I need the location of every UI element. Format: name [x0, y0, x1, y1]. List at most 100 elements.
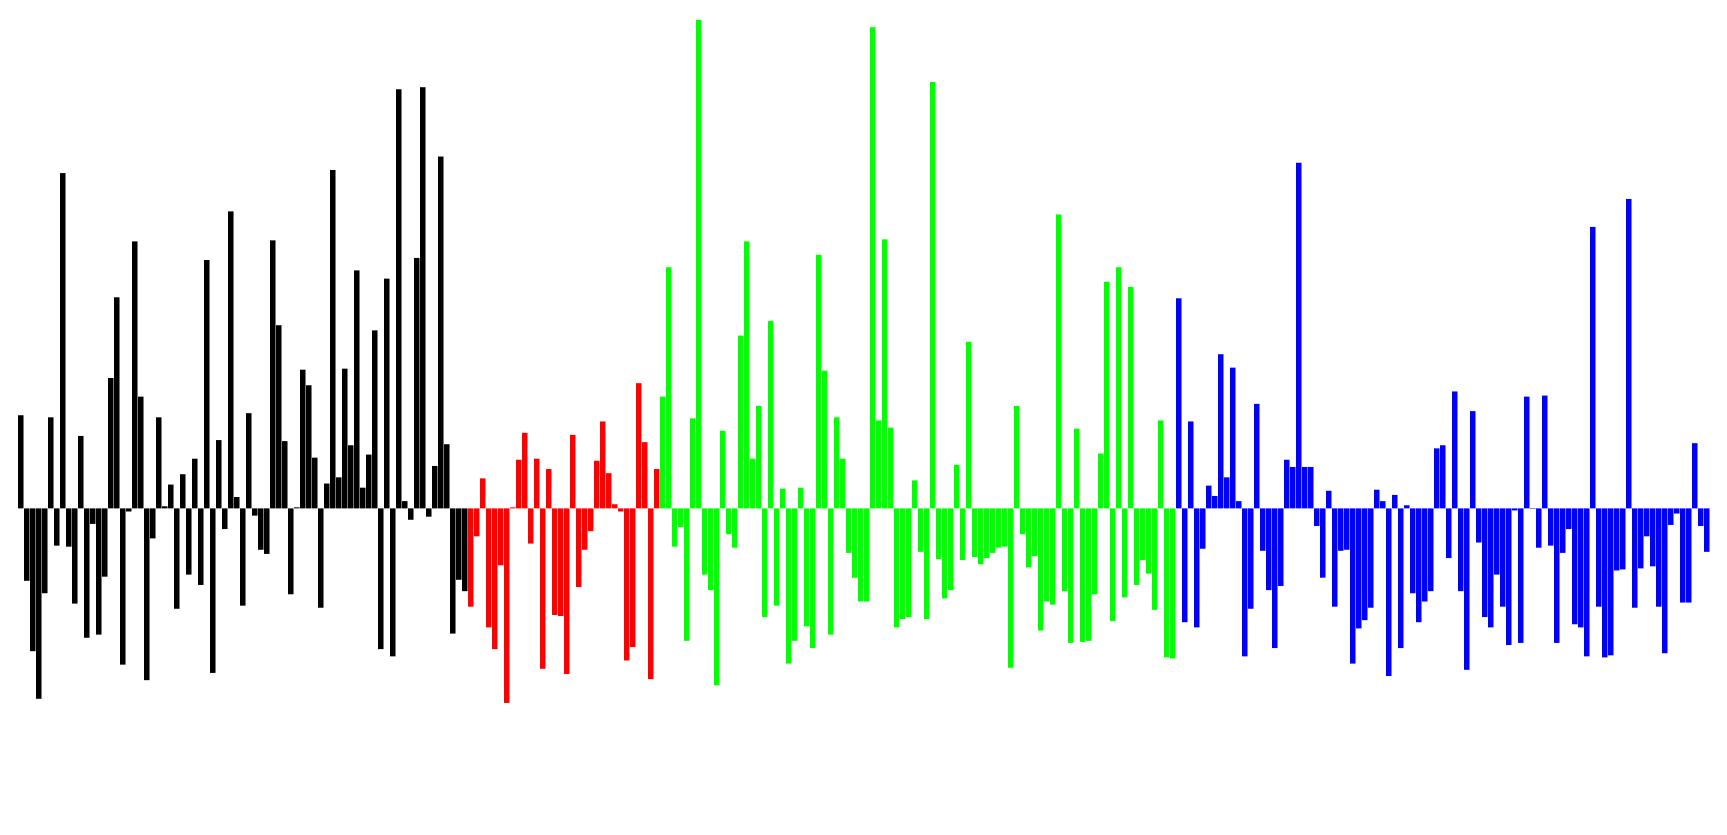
bar-s3-59 [1008, 508, 1014, 668]
bar-s4-63 [1548, 508, 1554, 546]
bar-s3-72 [1086, 508, 1092, 641]
bar-s1-55 [342, 368, 348, 509]
bar-s4-89 [1704, 508, 1710, 552]
bar-s3-73 [1092, 508, 1098, 595]
bar-s1-52 [324, 483, 330, 509]
bar-s3-62 [1026, 508, 1032, 568]
bar-s4-11 [1236, 501, 1242, 509]
bar-s2-3 [480, 478, 486, 509]
bar-s2-25 [612, 504, 618, 509]
bar-s4-7 [1212, 495, 1218, 509]
bar-s1-6 [48, 417, 54, 509]
bar-s1-5 [42, 508, 48, 594]
bar-s3-14 [738, 335, 744, 509]
bar-s3-80 [1134, 508, 1140, 585]
bar-s3-12 [726, 508, 732, 535]
bar-s4-56 [1506, 508, 1512, 645]
bar-s1-37 [234, 497, 240, 509]
bar-s4-73 [1608, 508, 1614, 656]
bar-s1-61 [378, 508, 384, 650]
bar-s1-28 [180, 474, 186, 509]
bar-s4-83 [1668, 508, 1674, 525]
bar-s1-60 [372, 330, 378, 509]
bar-s2-9 [516, 459, 522, 509]
bar-s4-26 [1326, 490, 1332, 509]
bar-s3-54 [978, 508, 984, 565]
bar-s4-33 [1368, 508, 1374, 608]
bar-s4-53 [1488, 508, 1494, 628]
bar-s1-9 [66, 508, 72, 547]
bar-s1-51 [318, 508, 324, 608]
bar-s1-50 [312, 457, 318, 509]
bar-s1-22 [144, 508, 150, 681]
bar-s1-29 [186, 508, 192, 575]
bar-s3-74 [1098, 453, 1104, 509]
bar-s3-86 [1170, 508, 1176, 659]
bar-s4-50 [1470, 411, 1476, 509]
bar-s2-8 [510, 507, 516, 509]
bar-s2-12 [534, 458, 540, 509]
bar-s1-16 [108, 377, 114, 509]
bar-s2-16 [558, 508, 564, 616]
bar-s1-59 [366, 454, 372, 509]
bar-s1-73 [450, 508, 456, 634]
bar-s3-53 [972, 508, 978, 558]
bar-s4-74 [1614, 508, 1620, 571]
bar-s1-57 [354, 270, 360, 509]
bar-s1-42 [264, 508, 270, 554]
bar-s3-32 [846, 508, 852, 553]
bar-s3-40 [894, 508, 900, 628]
bar-s1-47 [294, 507, 300, 509]
bar-s4-35 [1380, 501, 1386, 509]
bar-s1-17 [114, 297, 120, 509]
bar-s4-87 [1692, 443, 1698, 509]
bar-s4-88 [1698, 508, 1704, 526]
bar-s4-37 [1392, 494, 1398, 509]
bar-s3-18 [762, 508, 768, 618]
bar-s3-83 [1152, 508, 1158, 610]
bar-s1-12 [84, 508, 90, 638]
bar-s3-49 [948, 508, 954, 591]
bar-s2-2 [474, 508, 480, 537]
bar-s2-28 [630, 508, 636, 648]
bar-s3-41 [900, 508, 906, 620]
bar-s3-2 [666, 267, 672, 509]
bar-s4-14 [1254, 403, 1260, 509]
bar-s2-1 [468, 508, 474, 607]
bar-s4-60 [1530, 508, 1536, 509]
bar-s3-60 [1014, 405, 1020, 509]
bar-s1-33 [210, 508, 216, 673]
bar-s4-76 [1626, 198, 1632, 509]
bar-s1-4 [36, 508, 42, 699]
bar-s2-5 [492, 508, 498, 650]
bar-s3-48 [942, 508, 948, 599]
bar-s4-12 [1242, 508, 1248, 657]
bar-s1-38 [240, 508, 246, 606]
bar-s3-30 [834, 417, 840, 509]
bar-s4-28 [1338, 508, 1344, 551]
bar-s1-64 [396, 89, 402, 509]
bar-s2-31 [648, 508, 654, 680]
bar-s3-43 [912, 480, 918, 509]
bar-s4-2 [1182, 508, 1188, 623]
bar-s4-65 [1560, 508, 1566, 553]
bar-s2-32 [654, 469, 660, 509]
bar-s3-27 [816, 254, 822, 509]
bar-s3-69 [1068, 508, 1074, 643]
bar-s3-46 [930, 82, 936, 509]
bar-s4-57 [1512, 508, 1518, 511]
bar-s1-36 [228, 211, 234, 509]
bar-s3-6 [690, 418, 696, 509]
bar-s1-58 [360, 487, 366, 509]
bar-s4-46 [1446, 508, 1452, 559]
bar-s4-49 [1464, 508, 1470, 670]
bar-s4-22 [1302, 466, 1308, 509]
bar-s3-82 [1146, 508, 1152, 574]
bar-s1-23 [150, 508, 156, 539]
bar-s4-32 [1362, 508, 1368, 621]
bar-s4-13 [1248, 508, 1254, 609]
bar-s4-68 [1578, 508, 1584, 628]
bar-s1-54 [336, 477, 342, 509]
bar-s3-22 [786, 508, 792, 664]
bar-s1-2 [24, 508, 30, 581]
